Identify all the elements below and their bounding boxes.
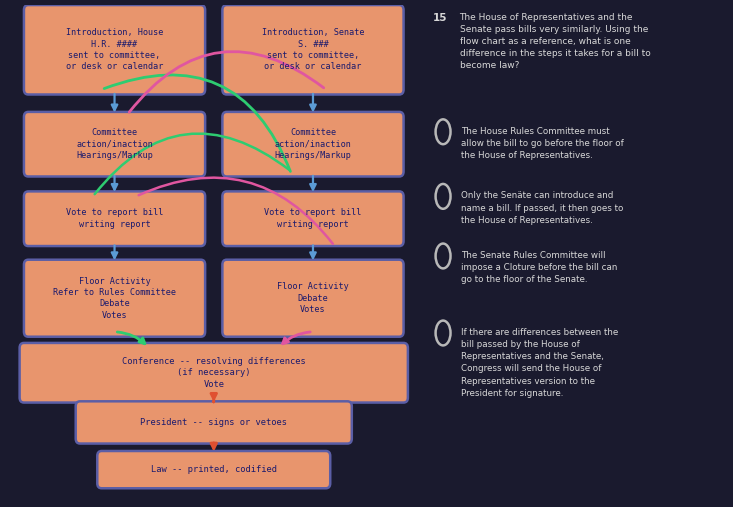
Text: Floor Activity
Refer to Rules Committee
Debate
Votes: Floor Activity Refer to Rules Committee … — [53, 276, 176, 320]
Text: 15: 15 — [432, 13, 447, 22]
FancyBboxPatch shape — [222, 112, 404, 176]
Text: President -- signs or vetoes: President -- signs or vetoes — [140, 418, 287, 427]
Text: Vote to report bill
writing report: Vote to report bill writing report — [66, 208, 163, 229]
FancyBboxPatch shape — [75, 402, 352, 444]
Text: The Senate Rules Committee will
impose a Cloture before the bill can
go to the f: The Senate Rules Committee will impose a… — [461, 251, 617, 284]
FancyBboxPatch shape — [97, 451, 331, 488]
Text: Vote to report bill
writing report: Vote to report bill writing report — [265, 208, 361, 229]
Text: The House Rules Committee must
allow the bill to go before the floor of
the Hous: The House Rules Committee must allow the… — [461, 127, 624, 160]
Text: Floor Activity
Debate
Votes: Floor Activity Debate Votes — [277, 282, 349, 314]
FancyBboxPatch shape — [24, 5, 205, 94]
Text: Law -- printed, codified: Law -- printed, codified — [151, 465, 277, 474]
FancyBboxPatch shape — [20, 343, 408, 403]
FancyBboxPatch shape — [222, 191, 404, 246]
Text: If there are differences between the
bill passed by the House of
Representatives: If there are differences between the bil… — [461, 328, 618, 398]
FancyBboxPatch shape — [24, 260, 205, 337]
Text: The House of Representatives and the
Senate pass bills very similarly. Using the: The House of Representatives and the Sen… — [460, 13, 650, 70]
FancyBboxPatch shape — [222, 260, 404, 337]
FancyBboxPatch shape — [24, 191, 205, 246]
Text: Committee
action/inaction
Hearings/Markup: Committee action/inaction Hearings/Marku… — [76, 128, 153, 160]
Text: Only the Senäte can introduce and
name a bill. If passed, it then goes to
the Ho: Only the Senäte can introduce and name a… — [461, 191, 623, 225]
FancyBboxPatch shape — [24, 112, 205, 176]
Text: Conference -- resolving differences
(if necessary)
Vote: Conference -- resolving differences (if … — [122, 357, 306, 389]
Text: Introduction, Senate
S. ###
sent to committee,
or desk or calendar: Introduction, Senate S. ### sent to comm… — [262, 28, 364, 71]
Text: Introduction, House
H.R. ####
sent to committee,
or desk or calendar: Introduction, House H.R. #### sent to co… — [66, 28, 163, 71]
FancyBboxPatch shape — [222, 5, 404, 94]
Text: Committee
action/inaction
Hearings/Markup: Committee action/inaction Hearings/Marku… — [275, 128, 351, 160]
